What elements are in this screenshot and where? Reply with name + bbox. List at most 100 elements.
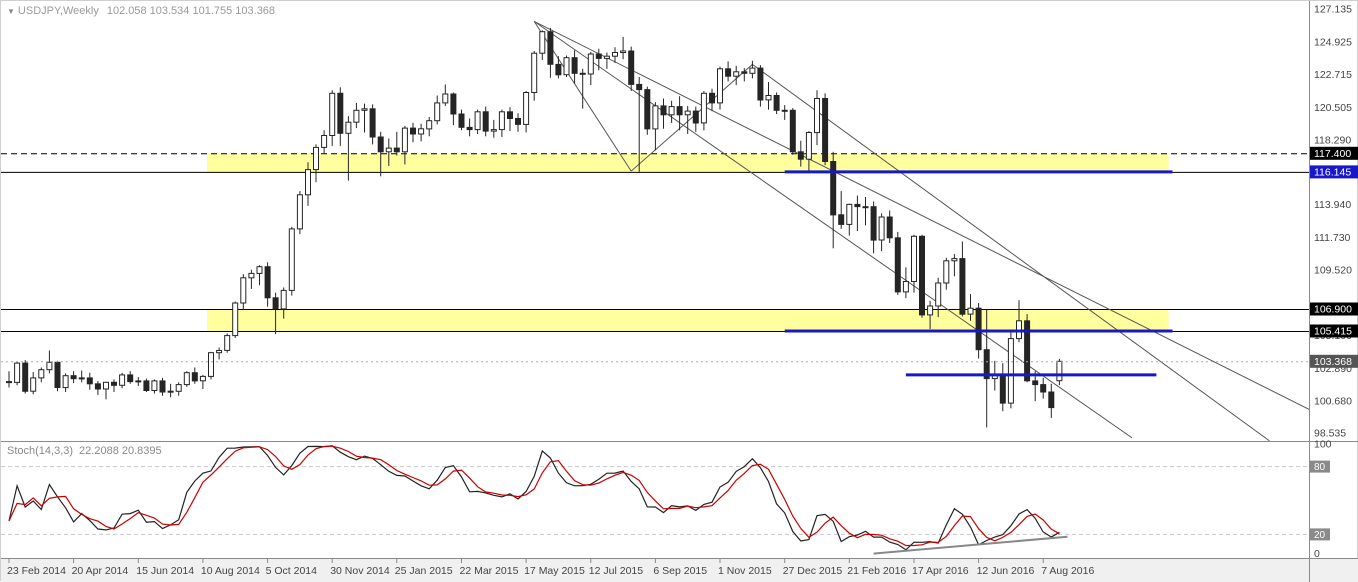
price-label-text: 103.368 [1314, 356, 1352, 368]
candle-body [999, 373, 1006, 404]
candle-body [692, 110, 699, 124]
stoch-trendline[interactable] [873, 535, 1068, 555]
candle-body [765, 95, 772, 101]
candle-body [183, 372, 190, 386]
candle-body [660, 105, 667, 116]
candle-body [167, 390, 174, 393]
candle-body [717, 68, 723, 104]
candle-body [1032, 380, 1039, 386]
candle-body [579, 72, 586, 75]
candle-body [22, 362, 29, 392]
candle-body [733, 71, 740, 77]
candle-body [515, 118, 521, 125]
candle-body [401, 127, 408, 153]
candle-body [329, 92, 336, 137]
price-label-box [1310, 302, 1358, 316]
candle-body [523, 92, 530, 125]
candle-body [264, 266, 271, 299]
candle-body [410, 127, 416, 135]
candle-body [676, 106, 683, 116]
candle-body [652, 105, 659, 130]
candle-body [571, 57, 578, 74]
candle-body [1040, 384, 1047, 393]
candle-body [1024, 320, 1031, 382]
stochastic-indicator-label: Stoch(14,3,3) 22.2088 20.8395 [7, 445, 162, 457]
candle-body [830, 161, 837, 216]
price-tick-label: 113.940 [1314, 199, 1351, 211]
price-tick-label: 124.925 [1314, 36, 1352, 48]
candle-body [563, 57, 570, 76]
candle-body [959, 258, 966, 315]
candle-body [377, 136, 384, 153]
price-tick-label: 109.520 [1314, 265, 1352, 277]
stoch-axis-label: 0 [1314, 548, 1320, 560]
candle-body [143, 380, 150, 391]
candle-body [353, 109, 360, 123]
symbol-ohlc-line: ▼ USDJPY,Weekly 102.058 103.534 101.755 10… [7, 5, 275, 17]
stochastic-name: Stoch(14,3,3) [7, 445, 74, 457]
date-label: 5 Oct 2014 [266, 565, 318, 577]
date-label: 30 Nov 2014 [330, 565, 390, 577]
candle-body [927, 305, 934, 316]
candle-body [870, 206, 877, 241]
trendline[interactable] [533, 20, 1311, 411]
price-label-text: 116.145 [1314, 166, 1351, 178]
candle-body [725, 68, 732, 77]
date-label: 25 Jan 2015 [395, 565, 453, 577]
trendline[interactable] [752, 63, 1270, 442]
candle-body [434, 102, 441, 122]
candle-body [862, 206, 869, 209]
date-label: 10 Aug 2014 [201, 565, 260, 577]
price-label-text: 106.900 [1314, 304, 1352, 316]
candle-body [151, 380, 158, 391]
candle-body [587, 53, 594, 75]
candle-body [749, 67, 756, 74]
candle-body [135, 380, 142, 383]
price-tick-label: 122.715 [1314, 69, 1352, 81]
candle-body [490, 129, 497, 132]
candle-body [418, 128, 425, 135]
date-axis-layer[interactable]: 23 Feb 2014 20 Apr 2014 15 Jun 2014 10 Aug … [7, 559, 1094, 577]
trendline[interactable] [630, 64, 753, 172]
candle-body [595, 53, 602, 59]
candle-body [240, 277, 247, 304]
candle-body [709, 92, 715, 104]
trendlines-layer [533, 20, 1311, 442]
candle-body [6, 381, 12, 384]
candle-body [886, 216, 893, 239]
candle-body [288, 228, 295, 291]
price-label-box [1310, 324, 1358, 338]
candle-body [789, 109, 796, 153]
candle-body [175, 384, 182, 392]
candle-body [232, 302, 239, 337]
candle-body [86, 377, 93, 385]
date-label: 1 Nov 2015 [718, 565, 772, 577]
highlight-bands-layer [207, 153, 1169, 331]
candle-body [191, 372, 198, 382]
candle-body [902, 281, 909, 293]
price-axis-layer[interactable]: 127.135 124.925 122.715 120.505 118.290 113.9… [1310, 4, 1358, 561]
date-axis-background [1, 559, 1358, 582]
candle-body [620, 50, 627, 53]
candle-body [547, 31, 554, 65]
candle-body [539, 31, 546, 54]
candle-body [1007, 338, 1014, 404]
price-label-box [1310, 165, 1358, 179]
date-label: 12 Jun 2016 [977, 565, 1035, 577]
stoch-axis-label: 20 [1314, 530, 1326, 541]
candle-body [951, 258, 958, 262]
symbol-dropdown-icon[interactable]: ▼ [7, 7, 15, 16]
candle-body [1048, 391, 1055, 409]
candle-body [943, 260, 950, 284]
candle-body [628, 50, 635, 85]
price-label-box [1310, 146, 1358, 160]
candle-body [46, 361, 53, 371]
candle-body [797, 151, 804, 160]
candle-body [741, 71, 748, 74]
price-label-box [1310, 354, 1358, 368]
date-label: 22 Mar 2015 [460, 565, 519, 577]
price-tick-label: 98.535 [1314, 428, 1346, 440]
ohlc-values: 102.058 103.534 101.755 103.368 [106, 5, 276, 17]
candle-body [894, 237, 901, 293]
